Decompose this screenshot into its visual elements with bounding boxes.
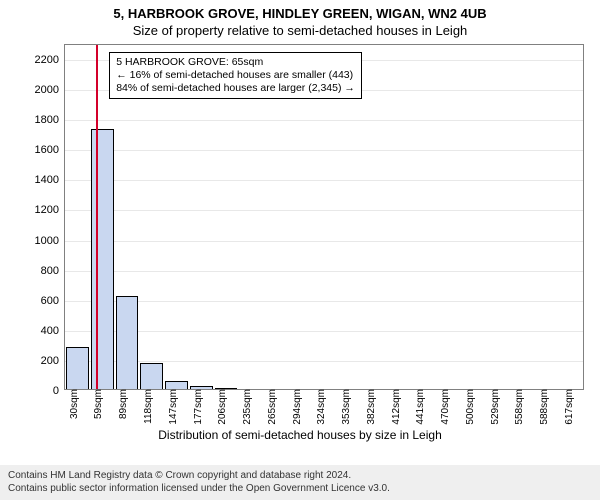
x-tick-label: 470sqm [438,389,451,425]
annotation-line: 84% of semi-detached houses are larger (… [116,82,355,95]
histogram-bar [66,347,89,389]
gridline [65,180,583,181]
x-tick-label: 412sqm [389,389,402,425]
x-tick-label: 500sqm [463,389,476,425]
x-tick-label: 206sqm [215,389,228,425]
y-tick-label: 200 [41,355,65,367]
histogram-bar [140,363,163,389]
y-tick-label: 600 [41,295,65,307]
gridline [65,150,583,151]
x-tick-label: 89sqm [116,389,129,419]
histogram-bar [91,129,114,389]
footer-line-2: Contains public sector information licen… [8,482,592,495]
chart-axes: 0200400600800100012001400160018002000220… [64,44,584,390]
x-tick-label: 177sqm [191,389,204,425]
x-tick-label: 617sqm [562,389,575,425]
x-tick-label: 441sqm [413,389,426,425]
annotation-box: 5 HARBROOK GROVE: 65sqm← 16% of semi-det… [109,52,362,99]
page-title-line1: 5, HARBROOK GROVE, HINDLEY GREEN, WIGAN,… [0,0,600,21]
x-tick-label: 265sqm [265,389,278,425]
property-marker-line [96,45,98,389]
x-tick-label: 147sqm [166,389,179,425]
y-tick-label: 1000 [35,235,65,247]
y-tick-label: 2000 [35,84,65,96]
x-axis-label: Distribution of semi-detached houses by … [0,428,600,442]
gridline [65,271,583,272]
histogram-bar [215,388,238,390]
footer-line-1: Contains HM Land Registry data © Crown c… [8,469,592,482]
y-tick-label: 1800 [35,114,65,126]
attribution-footer: Contains HM Land Registry data © Crown c… [0,465,600,500]
gridline [65,241,583,242]
x-tick-label: 30sqm [67,389,80,419]
plot-area: Number of semi-detached properties 02004… [0,44,600,442]
annotation-line: ← 16% of semi-detached houses are smalle… [116,69,355,82]
histogram-bar [116,296,139,389]
y-tick-label: 1200 [35,204,65,216]
histogram-bar [165,381,188,389]
x-tick-label: 382sqm [364,389,377,425]
x-tick-label: 235sqm [240,389,253,425]
y-tick-label: 0 [53,385,65,397]
histogram-bar [190,386,213,389]
gridline [65,210,583,211]
annotation-line: 5 HARBROOK GROVE: 65sqm [116,56,355,69]
x-tick-label: 118sqm [141,389,154,424]
gridline [65,331,583,332]
x-tick-label: 324sqm [314,389,327,425]
x-tick-label: 529sqm [488,389,501,425]
x-tick-label: 558sqm [512,389,525,425]
x-tick-label: 59sqm [91,389,104,419]
x-tick-label: 588sqm [537,389,550,425]
x-tick-label: 353sqm [339,389,352,425]
gridline [65,301,583,302]
gridline [65,361,583,362]
gridline [65,120,583,121]
y-tick-label: 400 [41,325,65,337]
page-title-line2: Size of property relative to semi-detach… [0,21,600,42]
y-tick-label: 2200 [35,54,65,66]
x-tick-label: 294sqm [290,389,303,425]
y-tick-label: 1400 [35,174,65,186]
y-tick-label: 800 [41,265,65,277]
y-tick-label: 1600 [35,144,65,156]
